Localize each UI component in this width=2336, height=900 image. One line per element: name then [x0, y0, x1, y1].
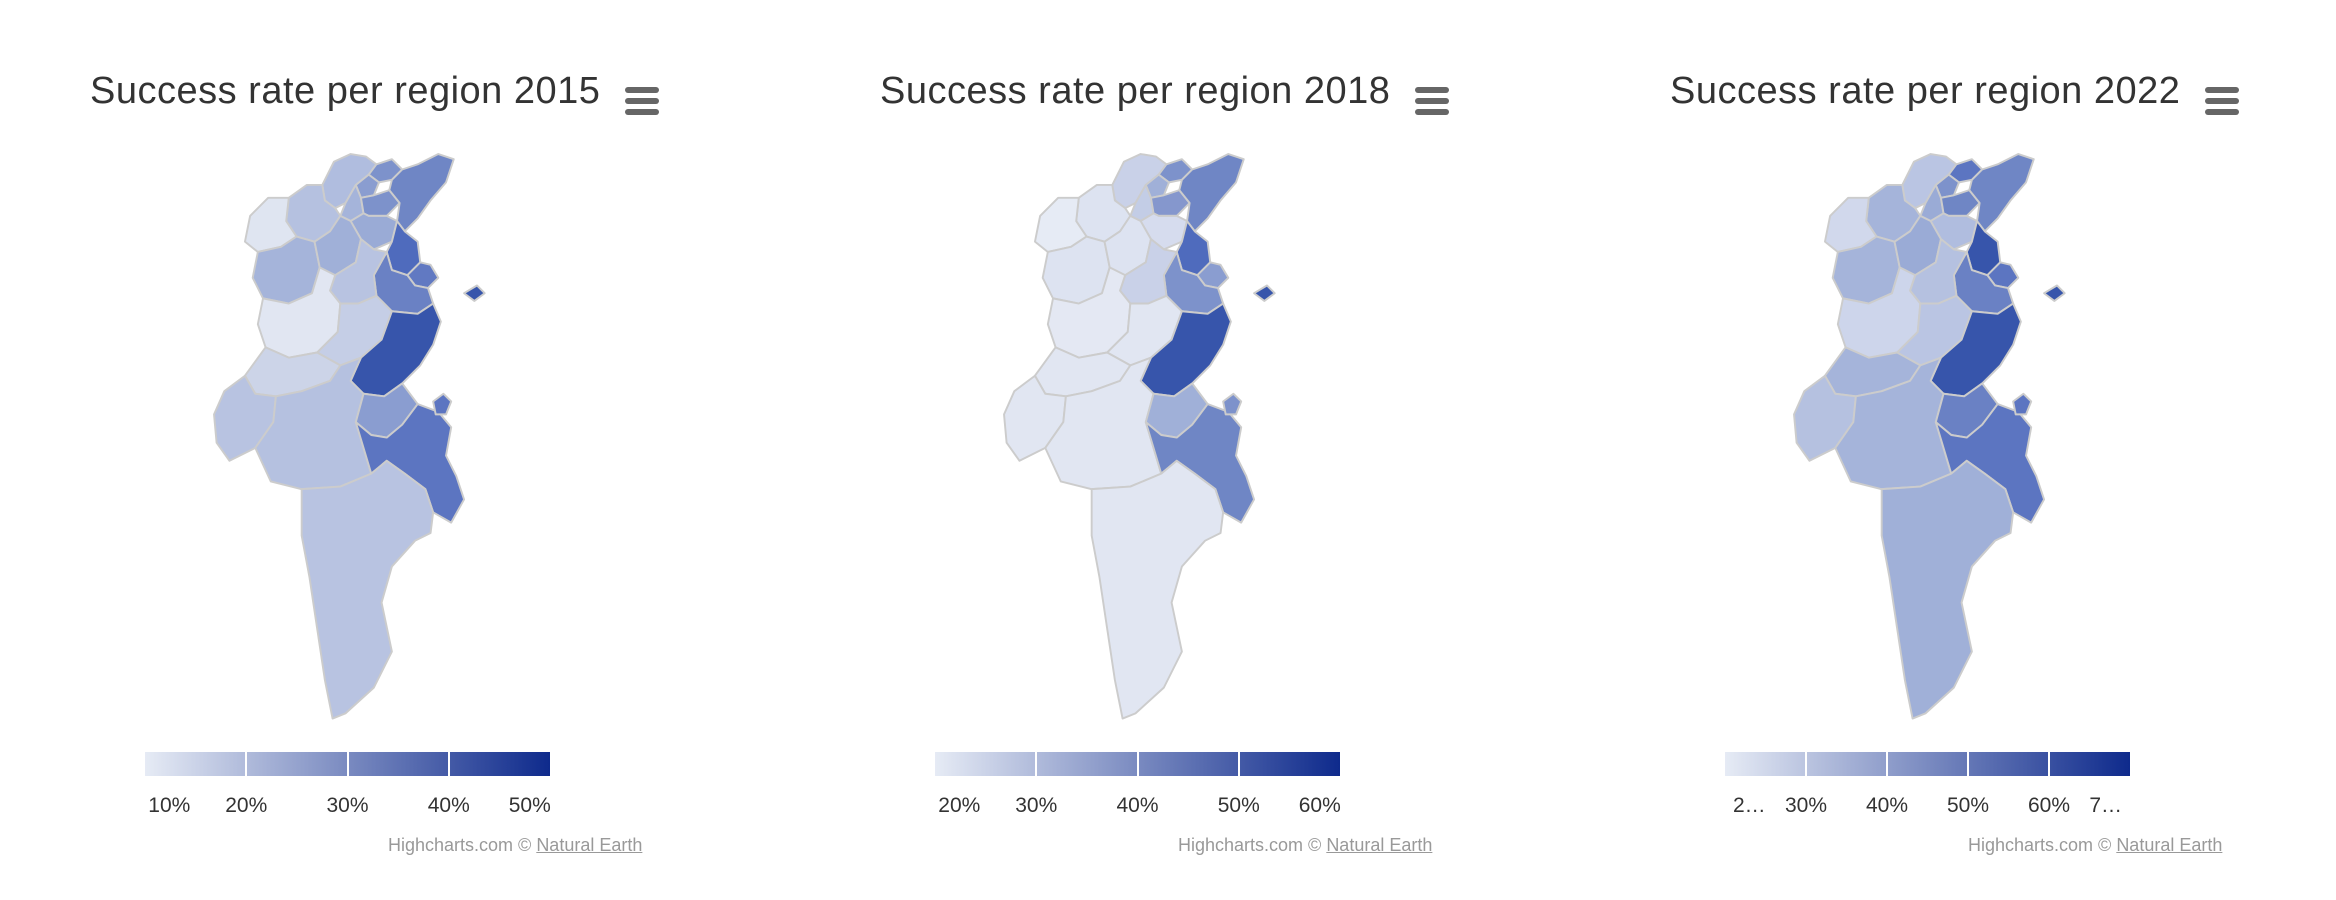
legend-tick — [245, 752, 248, 776]
legend-tick — [1237, 752, 1240, 776]
color-gradient-bar — [1725, 752, 2130, 776]
legend-tick-label: 20% — [225, 794, 268, 817]
legend-tick-label: 2… — [1732, 794, 1766, 817]
chart-menu-button[interactable] — [625, 87, 663, 119]
legend-tick-label: 40% — [1116, 794, 1159, 817]
legend-tick-label: 60% — [2027, 794, 2071, 817]
credits: Highcharts.com © Natural Earth — [1178, 835, 1432, 856]
credits: Highcharts.com © Natural Earth — [1968, 835, 2222, 856]
legend-tick — [1035, 752, 1038, 776]
credits-text: Highcharts.com © — [1178, 835, 1327, 855]
legend-tick — [346, 752, 349, 776]
legend-tick — [2048, 752, 2050, 776]
legend-tick — [1886, 752, 1888, 776]
chart-title: Success rate per region 2022 — [1670, 70, 2181, 112]
legend-tick-label: 50% — [1217, 794, 1260, 817]
region-kerkennah[interactable] — [463, 284, 486, 302]
chart-title: Success rate per region 2015 — [90, 70, 601, 112]
color-axis-legend — [145, 752, 550, 776]
region-nabeul[interactable] — [1968, 153, 2035, 233]
map-svg — [1793, 153, 2066, 720]
legend-tick — [1967, 752, 1969, 776]
legend-tick-label: 10% — [148, 794, 191, 817]
hamburger-menu-icon — [2205, 87, 2239, 93]
region-tataouine[interactable] — [300, 459, 435, 720]
legend-tick — [447, 752, 450, 776]
map-chart-2015: Success rate per region 2015 10% 20% 30% 40… — [0, 0, 790, 900]
color-axis-legend — [935, 752, 1340, 776]
legend-tick-label: 40% — [427, 794, 470, 817]
map-chart-2022: Success rate per region 2022 2… 30% 40% 50%… — [1580, 0, 2336, 900]
region-kerkennah[interactable] — [1253, 284, 1276, 302]
credits-text: Highcharts.com © — [1968, 835, 2117, 855]
map-svg — [213, 153, 486, 720]
region-tataouine[interactable] — [1090, 459, 1225, 720]
legend-tick-label: 40% — [1865, 794, 1909, 817]
legend-tick-label: 30% — [1784, 794, 1828, 817]
hamburger-menu-icon — [625, 87, 659, 93]
region-djerba[interactable] — [432, 392, 453, 416]
tunisia-map — [200, 145, 500, 725]
credits-link[interactable]: Natural Earth — [1326, 835, 1433, 855]
legend-tick-label: 7… — [2089, 794, 2123, 817]
legend-tick-label: 20% — [938, 794, 981, 817]
legend-tick — [1136, 752, 1139, 776]
chart-menu-button[interactable] — [1415, 87, 1453, 119]
region-djerba[interactable] — [1222, 392, 1243, 416]
legend-tick-label: 50% — [508, 794, 551, 817]
legend-tick-label: 60% — [1298, 794, 1341, 817]
color-axis-legend — [1725, 752, 2130, 776]
credits-text: Highcharts.com © — [388, 835, 537, 855]
credits: Highcharts.com © Natural Earth — [388, 835, 642, 856]
legend-tick-label: 30% — [1015, 794, 1058, 817]
region-nabeul[interactable] — [388, 153, 455, 233]
credits-link[interactable]: Natural Earth — [2116, 835, 2223, 855]
legend-tick-label: 50% — [1946, 794, 1990, 817]
hamburger-menu-icon — [1415, 87, 1449, 93]
chart-menu-button[interactable] — [2205, 87, 2243, 119]
credits-link[interactable]: Natural Earth — [536, 835, 643, 855]
map-chart-2018: Success rate per region 2018 20% 30% 40% 50… — [790, 0, 1580, 900]
chart-title: Success rate per region 2018 — [880, 70, 1391, 112]
tunisia-map — [1780, 145, 2080, 725]
legend-tick-label: 30% — [326, 794, 369, 817]
region-nabeul[interactable] — [1178, 153, 1245, 233]
tunisia-map — [990, 145, 1290, 725]
region-djerba[interactable] — [2012, 392, 2033, 416]
region-tataouine[interactable] — [1880, 459, 2015, 720]
legend-tick — [1805, 752, 1807, 776]
map-svg — [1003, 153, 1276, 720]
region-kerkennah[interactable] — [2043, 284, 2066, 302]
